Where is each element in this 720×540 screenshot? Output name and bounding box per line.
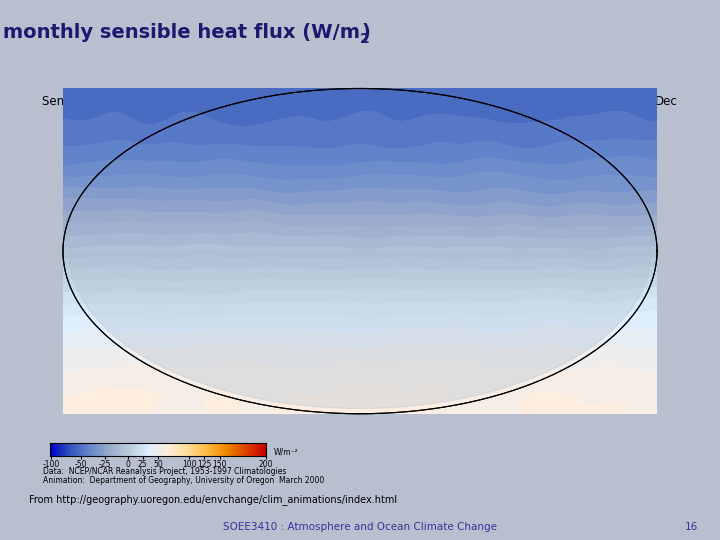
Text: 2: 2: [360, 32, 370, 46]
Text: W/m⁻²: W/m⁻²: [274, 448, 298, 456]
Text: Sensible Heat Flux: Sensible Heat Flux: [42, 94, 152, 107]
Text: Animation of monthly sensible heat flux (W/m: Animation of monthly sensible heat flux …: [0, 23, 360, 42]
Polygon shape: [68, 251, 652, 408]
Text: Animation:  Department of Geography, University of Oregon  March 2000: Animation: Department of Geography, Univ…: [43, 476, 325, 485]
Text: ): ): [361, 23, 370, 42]
Text: 16: 16: [685, 522, 698, 531]
Text: From http://geography.uoregon.edu/envchange/clim_animations/index.html: From http://geography.uoregon.edu/envcha…: [29, 494, 397, 505]
Polygon shape: [63, 89, 657, 414]
Text: SOEE3410 : Atmosphere and Ocean Climate Change: SOEE3410 : Atmosphere and Ocean Climate …: [223, 522, 497, 531]
Text: Dec: Dec: [655, 94, 678, 107]
Text: Data:  NCEP/NCAR Reanalysis Project, 1953-1997 Climatologies: Data: NCEP/NCAR Reanalysis Project, 1953…: [43, 467, 287, 476]
